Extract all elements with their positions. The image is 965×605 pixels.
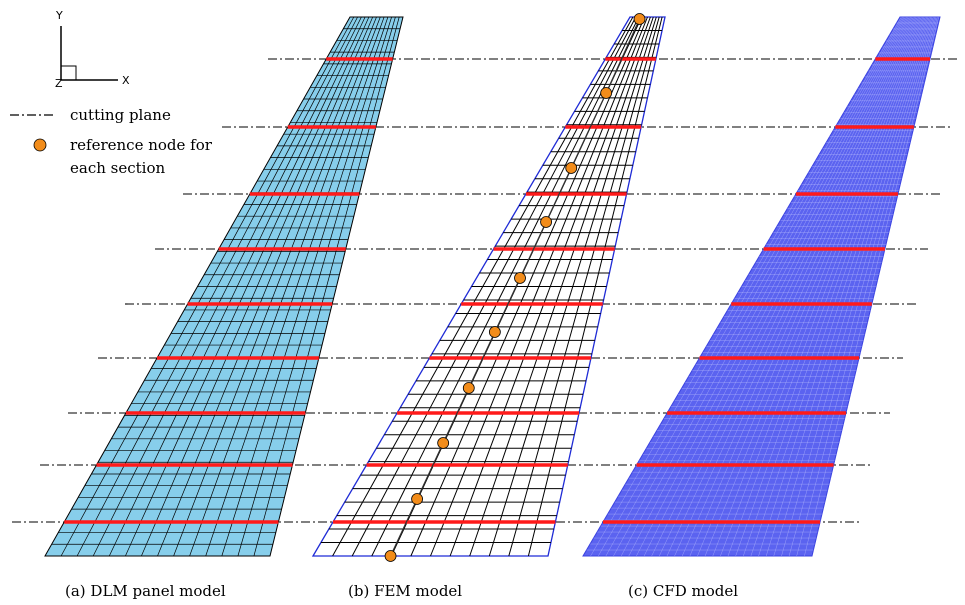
legend: cutting plane reference node for each se… — [10, 106, 213, 177]
caption-cfd: (c) CFD model — [628, 582, 738, 600]
reference-node-6 — [488, 326, 501, 338]
reference-node-10 — [384, 550, 397, 562]
fem-beam-axis — [390, 18, 641, 557]
reference-node-4 — [540, 216, 552, 228]
reference-node-7 — [462, 382, 475, 394]
cfd-wing — [582, 16, 941, 557]
reference-node-9 — [411, 493, 423, 505]
reference-node-8 — [437, 437, 450, 449]
coordinate-triad: Y X Z — [55, 9, 130, 90]
reference-node-5 — [514, 272, 526, 284]
reference-node-3 — [565, 162, 578, 174]
reference-node-label-line2: each section — [70, 159, 165, 177]
x-axis-label: X — [122, 74, 130, 87]
caption-fem: (b) FEM model — [348, 582, 462, 600]
cutting-plane-label: cutting plane — [70, 106, 171, 124]
reference-nodes — [384, 13, 646, 562]
z-axis-label: Z — [55, 77, 63, 90]
reference-node-label-line1: reference node for — [70, 136, 213, 154]
caption-dlm: (a) DLM panel model — [65, 582, 226, 600]
reference-node-swatch — [33, 138, 47, 152]
dlm-panel-wing — [44, 16, 404, 557]
reference-node-2 — [600, 87, 613, 99]
reference-node-1 — [633, 13, 646, 25]
y-axis-label: Y — [55, 9, 63, 22]
section-cuts — [64, 57, 931, 524]
